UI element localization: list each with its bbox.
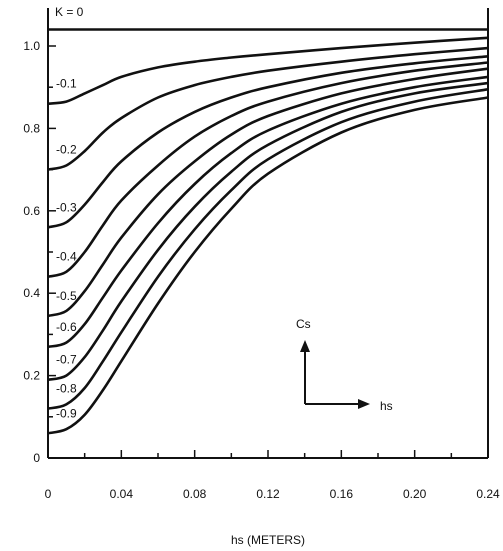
x-tick-label: 0 — [45, 487, 52, 501]
inset-horizontal-label: hs — [380, 399, 393, 413]
series-label: -0.3 — [56, 200, 77, 214]
curve-labels: K = 0 -0.1 -0.2 -0.3 -0.4 -0.5 -0.6 -0.7 -0.8 -0.… — [55, 5, 84, 420]
series-label: K = 0 — [55, 5, 84, 19]
series-label: -0.6 — [56, 320, 77, 334]
series-line — [47, 96, 489, 435]
series-label: -0.8 — [56, 382, 77, 396]
series-label: -0.9 — [56, 406, 77, 420]
series-line — [47, 46, 489, 171]
y-tick-label: 0.4 — [23, 286, 40, 300]
x-tick-label: 0.04 — [110, 487, 134, 501]
x-tick-label: 0.20 — [403, 487, 427, 501]
y-axis-ticks: 0 0.2 0.4 0.6 0.8 1.0 — [23, 39, 56, 465]
inset-vertical-arrowhead — [300, 340, 310, 352]
y-tick-label: 0 — [33, 451, 40, 465]
x-axis-ticks: 0 0.04 0.08 0.12 0.16 0.20 0.24 — [45, 450, 500, 501]
y-tick-label: 1.0 — [23, 39, 40, 53]
series-label: -0.1 — [56, 77, 77, 91]
x-tick-label: 0.16 — [330, 487, 354, 501]
series-line — [47, 67, 489, 318]
series-line — [47, 36, 489, 105]
x-tick-label: 0.08 — [183, 487, 207, 501]
series-label: -0.5 — [56, 289, 77, 303]
series-line — [47, 55, 489, 229]
inset-horizontal-arrowhead — [358, 399, 370, 409]
inset-vertical-label: Cs — [296, 317, 311, 331]
y-tick-label: 0.2 — [23, 369, 40, 383]
x-axis-label: hs (METERS) — [231, 533, 305, 547]
x-tick-label: 0.12 — [256, 487, 280, 501]
inset-axes-diagram: Cs hs — [296, 317, 393, 413]
series-line — [47, 61, 489, 278]
y-tick-label: 0.6 — [23, 204, 40, 218]
series-label: -0.7 — [56, 353, 77, 367]
plot-area — [47, 8, 489, 459]
x-tick-label: 0.24 — [476, 487, 500, 501]
curves — [47, 28, 489, 435]
y-tick-label: 0.8 — [23, 121, 40, 135]
series-label: -0.4 — [56, 250, 77, 264]
series-label: -0.2 — [56, 143, 77, 157]
series-line — [47, 81, 489, 381]
series-line — [47, 75, 489, 349]
series-line — [47, 88, 489, 410]
